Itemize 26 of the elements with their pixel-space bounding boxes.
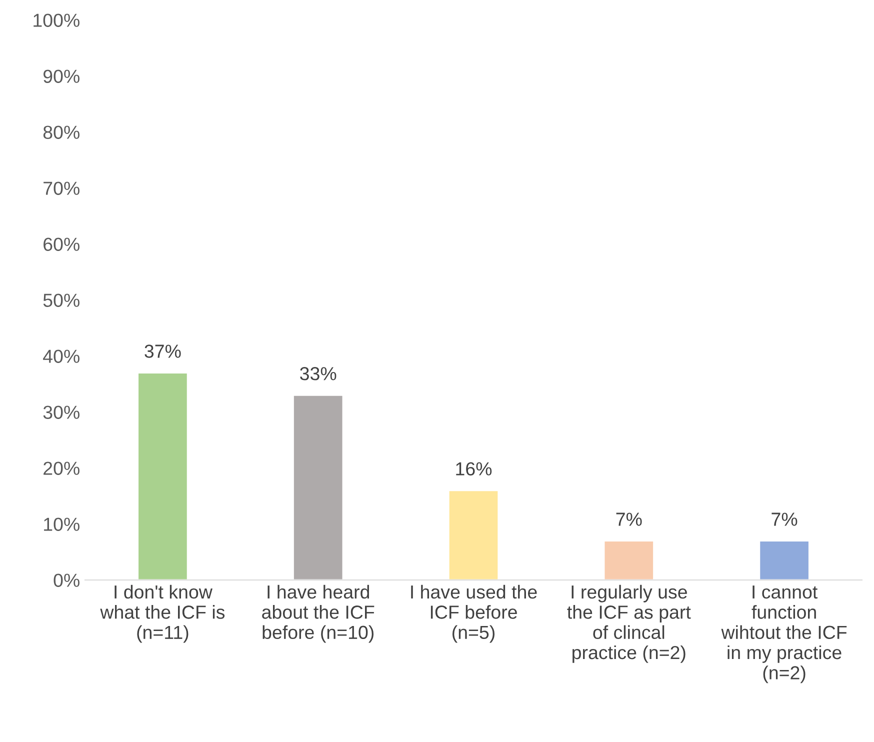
y-tick-label: 20% (44, 462, 80, 475)
bar (292, 394, 344, 580)
y-tick-label: 10% (44, 518, 80, 531)
y-tick-label: 40% (43, 350, 80, 363)
data-label: 7% (772, 512, 798, 526)
y-tick-label: 60% (44, 238, 80, 251)
data-label: 33% (300, 367, 336, 380)
x-tick-label: I have used the ICF before (n=5) (411, 584, 537, 643)
y-tick-label: 0% (54, 574, 80, 587)
y-tick-label: 80% (43, 126, 80, 139)
y-tick-label: 50% (43, 294, 80, 307)
bar (137, 372, 188, 580)
y-tick-label: 90% (43, 70, 80, 83)
y-tick-label: 30% (43, 406, 80, 419)
data-label: 7% (616, 512, 642, 526)
x-tick-label: I cannot function wihtout the ICF in my practice (n=2) (721, 586, 847, 684)
x-tick-label: I have heard about the ICF before (n=10) (262, 584, 374, 643)
bar (758, 540, 810, 580)
y-tick-label: 100% (34, 14, 80, 27)
x-tick-label: I don't know what the ICF is (n=11) (100, 584, 225, 643)
data-label: 37% (144, 344, 181, 358)
x-tick-label: I regularly use the ICF as part of clincal practice (n=2) (567, 584, 691, 663)
data-label: 16% (456, 462, 492, 476)
bar (603, 540, 654, 580)
y-tick-label: 70% (44, 182, 80, 195)
bar (448, 490, 500, 580)
